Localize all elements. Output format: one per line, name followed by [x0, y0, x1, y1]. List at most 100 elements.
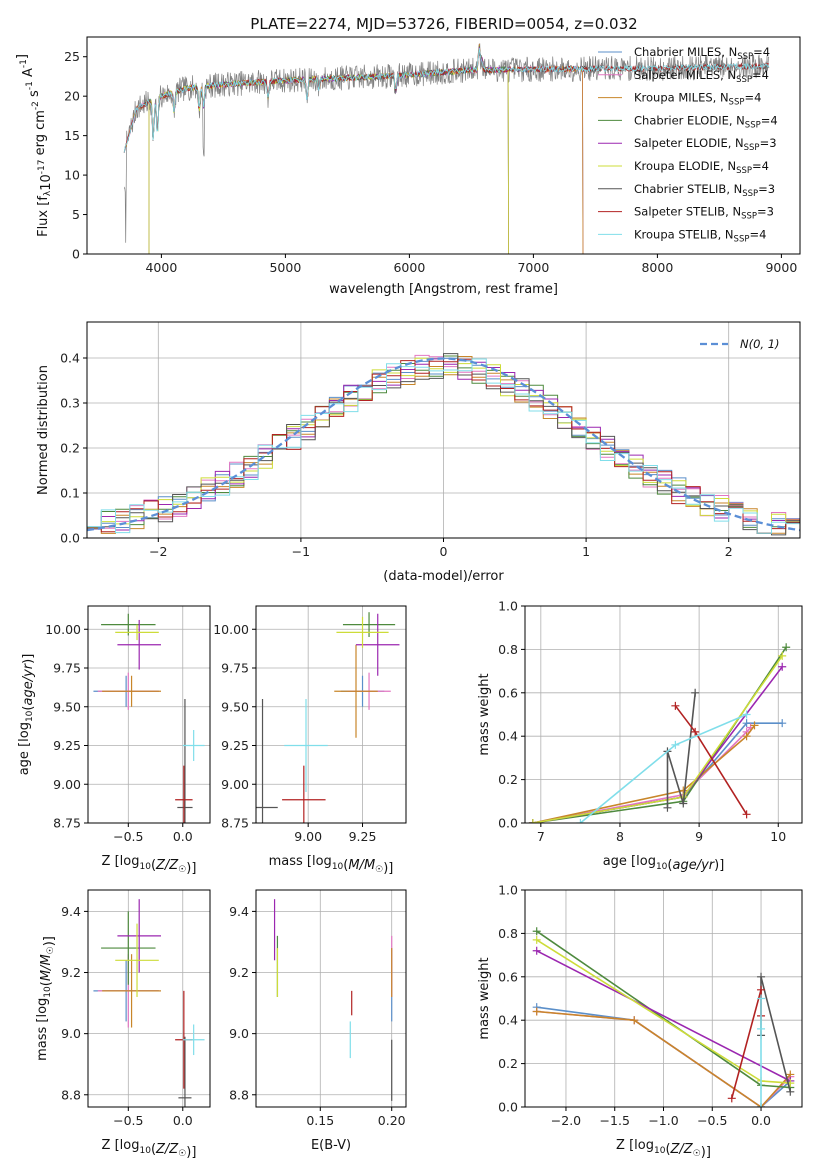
- x-tick-label: 8000: [641, 260, 673, 275]
- panel-mass_vs_ebv: 0.15 0.20 8.8 9.0 9.2 9.4 E(B-V): [229, 889, 407, 1153]
- legend-label: Kroupa STELIB, N: [634, 227, 734, 241]
- label-part: ☉: [178, 865, 186, 875]
- panel-mass_vs_Z: −0.5 0.08.89.09.29.4Z [log10(Z/Z☉)]mass […: [35, 889, 211, 1160]
- y-tick-label: 0.2: [60, 441, 80, 456]
- x-tick-label: 9000: [765, 260, 797, 275]
- label-part: )]: [383, 861, 393, 876]
- label-part: (: [667, 858, 672, 873]
- label-part: log: [634, 1138, 654, 1153]
- y-axis-label: mass weight: [477, 957, 492, 1039]
- y-tick-label: 0.0: [60, 531, 80, 546]
- x-axis-label: E(B-V): [311, 1138, 351, 1153]
- axes: −2 −1 0 1 2 0.0 0.1 0.2 0.3 0.4 (data-model)/error…: [36, 321, 801, 584]
- label-part: log: [35, 998, 50, 1018]
- x-tick-label: 0.0: [173, 829, 193, 844]
- errorbar-chabrier_stelib: [256, 699, 278, 823]
- legend-eq: =3: [758, 182, 775, 196]
- grid-lines: [256, 890, 406, 1107]
- y-tick-label: 0.8: [498, 642, 518, 657]
- y-tick-label: 0.4: [498, 1013, 518, 1028]
- x-tick-label: −1.5: [600, 1113, 630, 1128]
- errorbar-chabrier_stelib: [178, 1036, 192, 1107]
- legend: N(0, 1): [700, 337, 780, 351]
- label-part: wavelength [Angstrom, rest frame]: [329, 282, 558, 297]
- label-part: age/yr: [21, 662, 36, 705]
- label-part: f: [36, 196, 51, 201]
- legend-entry: Salpeter ELODIE, NSSP=3: [634, 136, 777, 153]
- weight-line: [532, 726, 752, 823]
- legend-entry: Kroupa ELODIE, NSSP=4: [634, 159, 769, 176]
- x-tick-label: −0.5: [113, 829, 143, 844]
- x-tick-label: 0.0: [173, 1113, 193, 1128]
- y-tick-label: 0: [72, 247, 80, 262]
- label-part: 10: [654, 1146, 666, 1156]
- axes-frame: [87, 605, 211, 824]
- y-axis-label: Flux [fλ10-17 erg cm-2 s-1 A-1]: [15, 54, 54, 237]
- weight-series-salpeter_miles: [528, 723, 755, 823]
- weight-marker: [757, 1024, 766, 1033]
- plot-area: [273, 899, 393, 1101]
- legend-sub: SSP: [745, 120, 761, 130]
- panel-residuals: −2 −1 0 1 2 0.0 0.1 0.2 0.3 0.4 (data-model)/error…: [36, 321, 801, 584]
- panel-age_vs_mass: 9.00 9.25 8.75 9.00 9.25 9.50 9.75 10.00 mass [l…: [213, 605, 407, 876]
- label-part: -1: [25, 81, 35, 90]
- axes-frame: [255, 889, 407, 1108]
- legend-sub: SSP: [737, 52, 753, 62]
- grid-lines: [256, 606, 406, 824]
- plot-panels: 4000 5000 6000 7000 8000 90000510152025wavele…: [15, 36, 803, 1160]
- y-tick-label: 0.8: [498, 926, 518, 941]
- x-tick-label: 0.0: [751, 1113, 771, 1128]
- y-tick-label: 0.6: [498, 969, 518, 984]
- label-part: -17: [37, 160, 47, 175]
- legend-entry: Salpeter STELIB, NSSP=3: [634, 205, 774, 222]
- label-part: ☉: [375, 865, 383, 875]
- x-axis-label: age [log10(age/yr)]: [603, 854, 725, 873]
- weight-marker: [691, 688, 700, 697]
- label-part: 10: [43, 986, 53, 998]
- legend-entry: Salpeter MILES, NSSP=4: [634, 68, 769, 85]
- y-tick-label: 9.00: [221, 777, 249, 792]
- plot-area: [528, 643, 791, 823]
- histogram-chabrier_stelib: [87, 353, 800, 538]
- x-tick-label: 7: [537, 829, 545, 844]
- label-part: log: [17, 722, 32, 742]
- label-part: ]: [15, 54, 30, 59]
- legend-eq: =3: [760, 136, 777, 150]
- x-tick-label: −1: [292, 544, 310, 559]
- axes: 9.00 9.25 8.75 9.00 9.25 9.50 9.75 10.00 mass [l…: [213, 605, 407, 876]
- weight-marker: [757, 1103, 766, 1107]
- plot-area: [93, 899, 205, 1107]
- grid-lines: [88, 890, 210, 1107]
- x-tick-label: 10: [770, 829, 786, 844]
- y-axis-label: age [log10(age/yr)]: [17, 654, 36, 776]
- label-part: )]: [714, 858, 724, 873]
- y-tick-label: 5: [72, 207, 80, 222]
- weight-marker: [727, 1094, 736, 1103]
- x-tick-label: 5000: [269, 260, 301, 275]
- label-part: erg cm: [33, 110, 48, 159]
- label-part: log: [120, 1138, 140, 1153]
- label-part: mass weight: [477, 673, 492, 755]
- y-tick-label: 8.8: [61, 1087, 81, 1102]
- weight-series-kroupa_stelib: [576, 710, 751, 823]
- label-part: Normed distribution: [36, 365, 51, 495]
- x-axis-label: Z [log10(Z/Z☉)]: [102, 1138, 197, 1160]
- x-tick-label: 2: [725, 544, 733, 559]
- label-part: ☉: [178, 1149, 186, 1159]
- legend-entry: Chabrier ELODIE, NSSP=4: [634, 113, 778, 130]
- label-part: )]: [42, 936, 57, 946]
- legend-eq: =3: [757, 205, 774, 219]
- legend-sub: SSP: [729, 98, 745, 108]
- errorbar-kroupa_miles: [334, 644, 378, 738]
- legend-sub: SSP: [734, 234, 750, 244]
- model-line-salpeter_stelib: [123, 48, 770, 153]
- label-part: E(B-V): [311, 1138, 351, 1153]
- label-part: ☉: [46, 946, 56, 954]
- y-tick-label: 0.0: [498, 1100, 518, 1115]
- y-tick-label: 9.2: [229, 965, 249, 980]
- histogram-kroupa_stelib: [87, 358, 800, 538]
- axes: 0.15 0.20 8.8 9.0 9.2 9.4 E(B-V): [229, 889, 407, 1153]
- y-tick-label: 0.4: [498, 729, 518, 744]
